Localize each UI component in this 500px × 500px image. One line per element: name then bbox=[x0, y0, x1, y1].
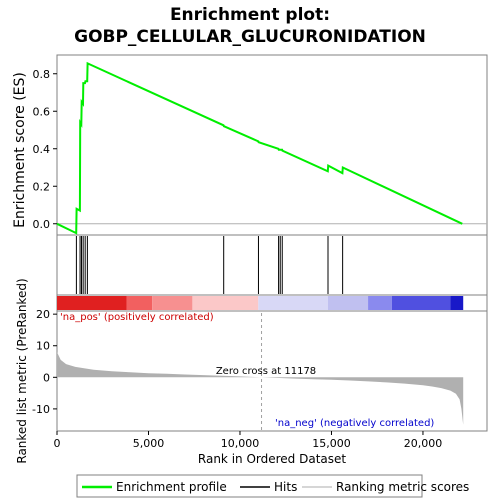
es-y-tick-label: 0.4 bbox=[33, 143, 51, 156]
rank-bar-segment bbox=[192, 296, 259, 310]
x-axis-label: Rank in Ordered Dataset bbox=[198, 452, 346, 466]
x-axis-ticks: 0 5,000 10,000 15,000 20,000 bbox=[54, 431, 443, 450]
rank-bar-segment bbox=[327, 296, 369, 310]
metric-y-tick-label: -10 bbox=[32, 403, 50, 416]
negative-correlation-label: 'na_neg' (negatively correlated) bbox=[275, 418, 434, 429]
x-tick-label: 0 bbox=[54, 437, 61, 450]
legend-metric-label: Ranking metric scores bbox=[336, 480, 469, 494]
rank-bar-segment bbox=[258, 296, 328, 310]
es-y-axis-label: Enrichment score (ES) bbox=[12, 72, 28, 228]
legend-box bbox=[76, 474, 423, 498]
x-tick-label: 20,000 bbox=[404, 437, 443, 450]
rank-bar-segment bbox=[152, 296, 193, 310]
rank-bar-segment bbox=[368, 296, 392, 310]
rank-bar-segment bbox=[391, 296, 451, 310]
hits-panel-frame bbox=[56, 234, 488, 296]
es-y-ticks: 0.0 0.2 0.4 0.6 0.8 bbox=[33, 68, 57, 231]
rank-bar-segment bbox=[126, 296, 153, 310]
zero-cross-label: Zero cross at 11178 bbox=[216, 366, 316, 377]
es-y-tick-label: 0.2 bbox=[33, 180, 51, 193]
rank-bar-segment bbox=[57, 296, 127, 310]
metric-y-tick-label: 20 bbox=[36, 308, 50, 321]
es-y-tick-label: 0.6 bbox=[33, 105, 51, 118]
legend-hits-label: Hits bbox=[274, 480, 297, 494]
chart-title-line1: Enrichment plot: bbox=[170, 5, 330, 25]
metric-y-axis-label: Ranked list metric (PreRanked) bbox=[15, 278, 29, 463]
metric-y-tick-label: 0 bbox=[43, 371, 50, 384]
chart-title-line2: GOBP_CELLULAR_GLUCURONIDATION bbox=[74, 27, 426, 47]
rank-color-bar bbox=[57, 296, 464, 310]
es-y-tick-label: 0.8 bbox=[33, 68, 51, 81]
metric-y-ticks: -10 0 10 20 bbox=[32, 308, 57, 416]
positive-correlation-label: 'na_pos' (positively correlated) bbox=[60, 312, 214, 323]
rank-bar-segment bbox=[450, 296, 464, 310]
enrichment-profile-line bbox=[56, 61, 463, 235]
metric-y-tick-label: 10 bbox=[36, 340, 50, 353]
hits-markers bbox=[75, 236, 344, 294]
es-y-tick-label: 0.0 bbox=[33, 218, 51, 231]
x-tick-label: 5,000 bbox=[133, 437, 165, 450]
metric-plot-frame bbox=[56, 310, 488, 432]
legend-enrichment-label: Enrichment profile bbox=[116, 480, 227, 494]
es-plot-frame bbox=[56, 54, 488, 236]
x-tick-label: 10,000 bbox=[221, 437, 260, 450]
x-tick-label: 15,000 bbox=[312, 437, 351, 450]
